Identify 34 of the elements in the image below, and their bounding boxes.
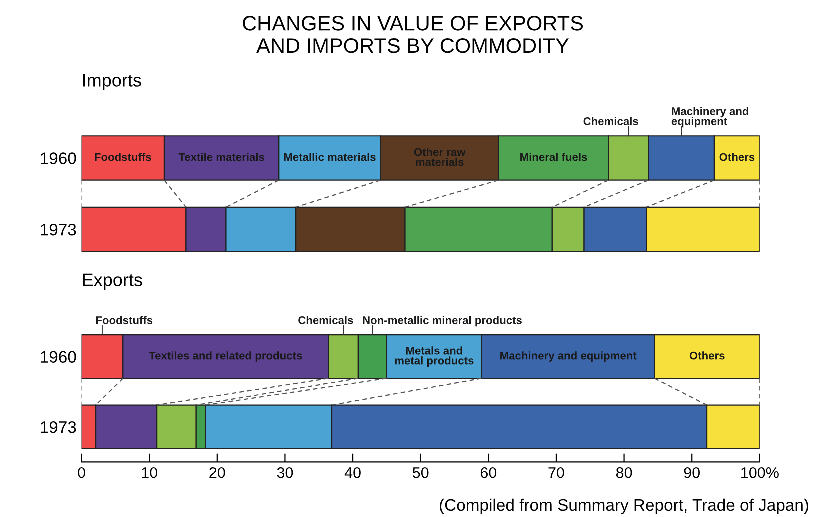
series-label: Machinery and equipment xyxy=(672,107,748,128)
series-label: Textile materials xyxy=(178,153,264,162)
x-tick-label: 20 xyxy=(210,467,226,478)
series-label: Machinery and equipment xyxy=(500,352,637,362)
series-label: Other raw materials xyxy=(414,148,466,166)
x-tick-label: 0 xyxy=(78,467,86,478)
series-label: Foodstuffs xyxy=(96,316,153,324)
y-tick-label: 1960 xyxy=(41,152,76,164)
x-tick-label: 70 xyxy=(548,467,564,478)
x-tick-label: 60 xyxy=(480,467,497,478)
x-tick-label: 50 xyxy=(412,467,429,478)
series-label: Chemicals xyxy=(584,117,638,126)
y-tick-label: 1960 xyxy=(41,351,76,363)
series-label: Metallic materials xyxy=(284,153,376,162)
series-label: Chemicals xyxy=(298,316,354,324)
x-tick-label: 30 xyxy=(277,467,294,478)
chart-title: Exports xyxy=(83,274,142,290)
chart-subtitle: Imports xyxy=(83,74,142,90)
x-tick-label: 90 xyxy=(684,467,700,478)
y-tick-label: 1973 xyxy=(41,224,76,236)
series-label: Metals and metal products xyxy=(395,346,474,367)
text: (Compiled from Summary Report, Trade of Japan) xyxy=(440,498,808,514)
series-label: Non-metallic mineral products xyxy=(363,316,522,327)
series-label: Others xyxy=(720,153,755,162)
series-label: Textiles and related products xyxy=(149,352,302,362)
series-label: Others xyxy=(690,352,725,360)
x-tick-label: 80 xyxy=(616,467,632,478)
x-tick-label: 10 xyxy=(142,467,158,478)
chart-title: CHANGES IN VALUE OF EXPORTS AND IMPORTS BY COMMODITY xyxy=(243,16,583,54)
series-label: Mineral fuels xyxy=(520,153,588,162)
y-tick-label: 1973 xyxy=(41,421,76,434)
x-tick-label: 100% xyxy=(742,467,779,478)
series-label: Foodstuffs xyxy=(95,153,152,162)
x-tick-label: 40 xyxy=(344,467,361,478)
